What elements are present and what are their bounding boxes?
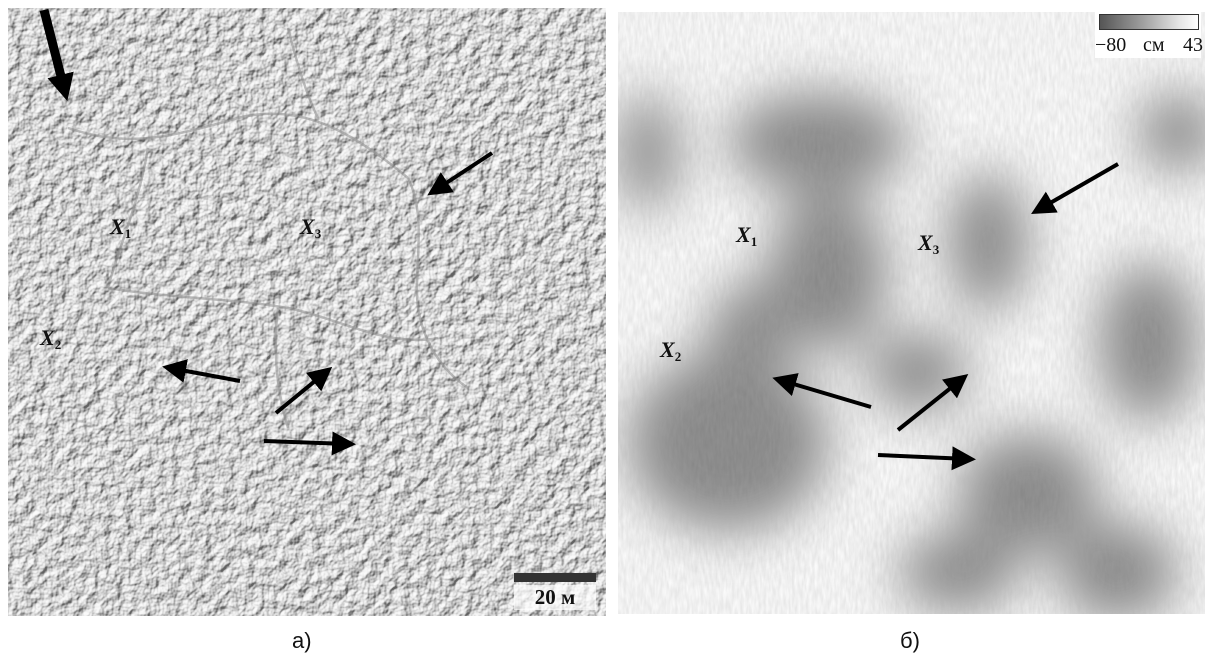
colorbar: −80 см 43 [1095,12,1203,58]
arrow-to-crack [427,151,494,196]
scale-bar: 20 м [514,573,596,610]
caption-b: б) [900,628,920,653]
arrow-to-crack [1031,162,1119,214]
colorbar-unit: см [1143,34,1165,56]
label-x1: X1 [110,214,132,241]
arrow-left [162,359,241,383]
scale-bar-line [514,573,596,582]
arrow-up-right [274,366,333,415]
height-map-panel: X1 X3 X2 [618,12,1205,614]
label-x3: X3 [918,230,940,257]
arrow-left [772,373,872,409]
arrow-right [877,446,976,471]
arrow-up-right [896,374,969,432]
colorbar-min: −80 [1095,34,1127,56]
caption-a: а) [292,628,312,653]
relief-image-panel: X1 X3 X2 20 м [8,8,606,616]
panel-b-arrows [772,162,1119,471]
label-x2: X2 [40,325,62,352]
label-x1: X1 [736,222,758,249]
arrow-thick-down [39,8,74,102]
relief-texture [8,8,606,616]
label-x3: X3 [300,214,322,241]
label-x2: X2 [660,337,682,364]
panel-a-arrows [39,8,494,456]
arrow-right [263,431,356,456]
colorbar-max: 43 [1183,34,1203,56]
colorbar-gradient [1099,14,1199,30]
scale-bar-label: 20 м [514,585,596,610]
